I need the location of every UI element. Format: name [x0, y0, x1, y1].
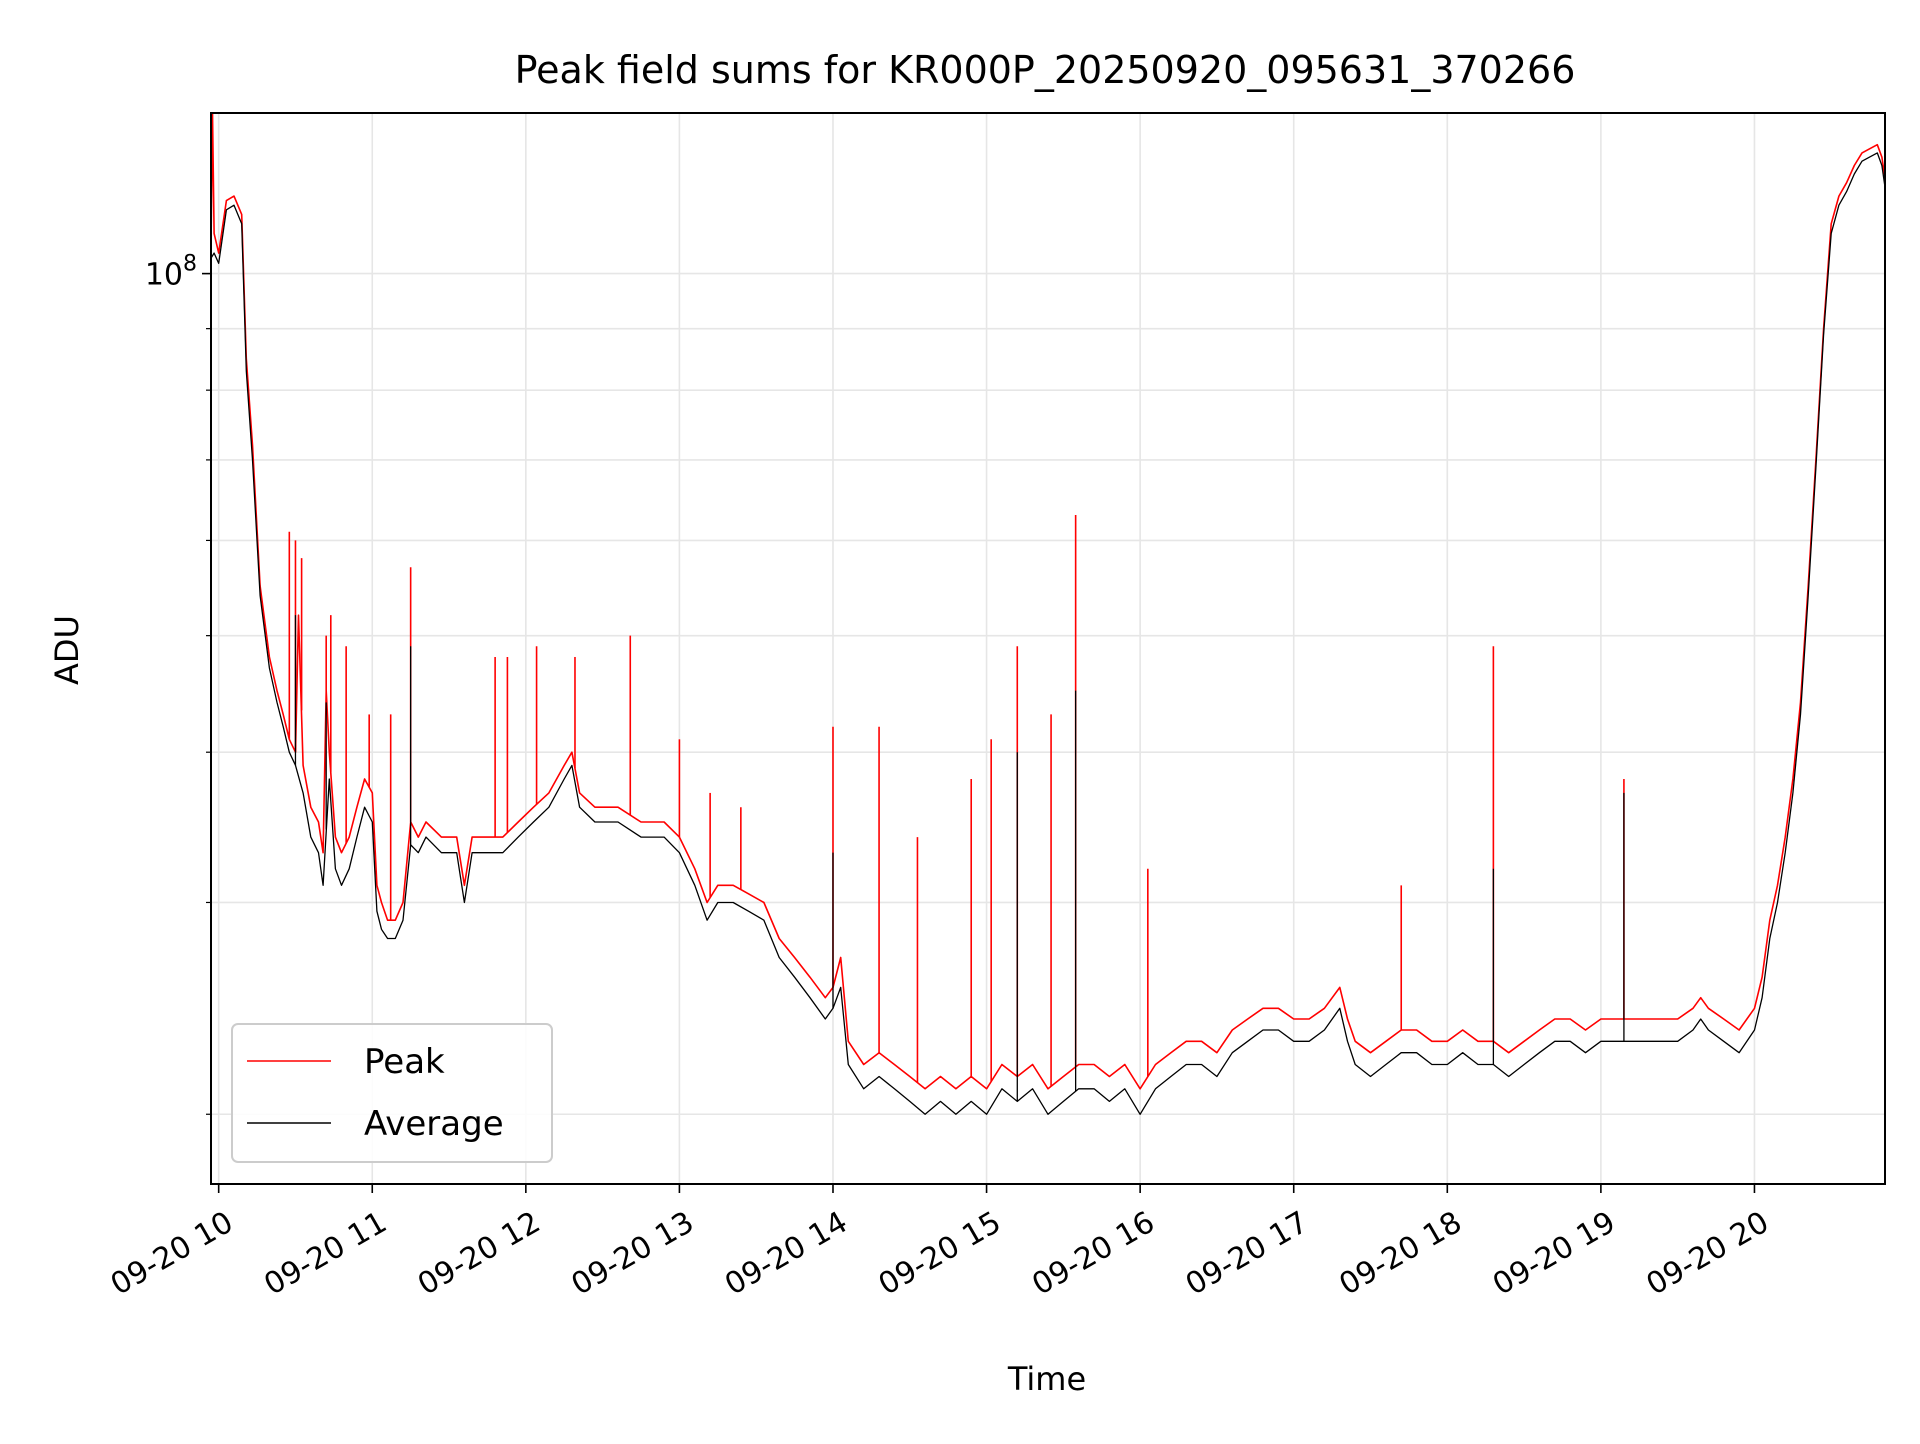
- legend-box: [231, 1023, 553, 1163]
- y-tick-label: 108: [145, 252, 197, 293]
- legend: Peak Average: [231, 1023, 553, 1163]
- series-layer: [210, 112, 1886, 1115]
- plot-frame: [210, 112, 1886, 1185]
- x-axis-label: Time: [1007, 1360, 1086, 1398]
- y-axis-label: ADU: [48, 615, 86, 685]
- legend-label-average: Average: [364, 1104, 504, 1144]
- series-line-average: [210, 152, 1886, 1115]
- series-line-peak: [210, 112, 1886, 1090]
- chart-title: Peak field sums for KR000P_20250920_0956…: [515, 48, 1576, 92]
- legend-label-peak: Peak: [364, 1042, 445, 1082]
